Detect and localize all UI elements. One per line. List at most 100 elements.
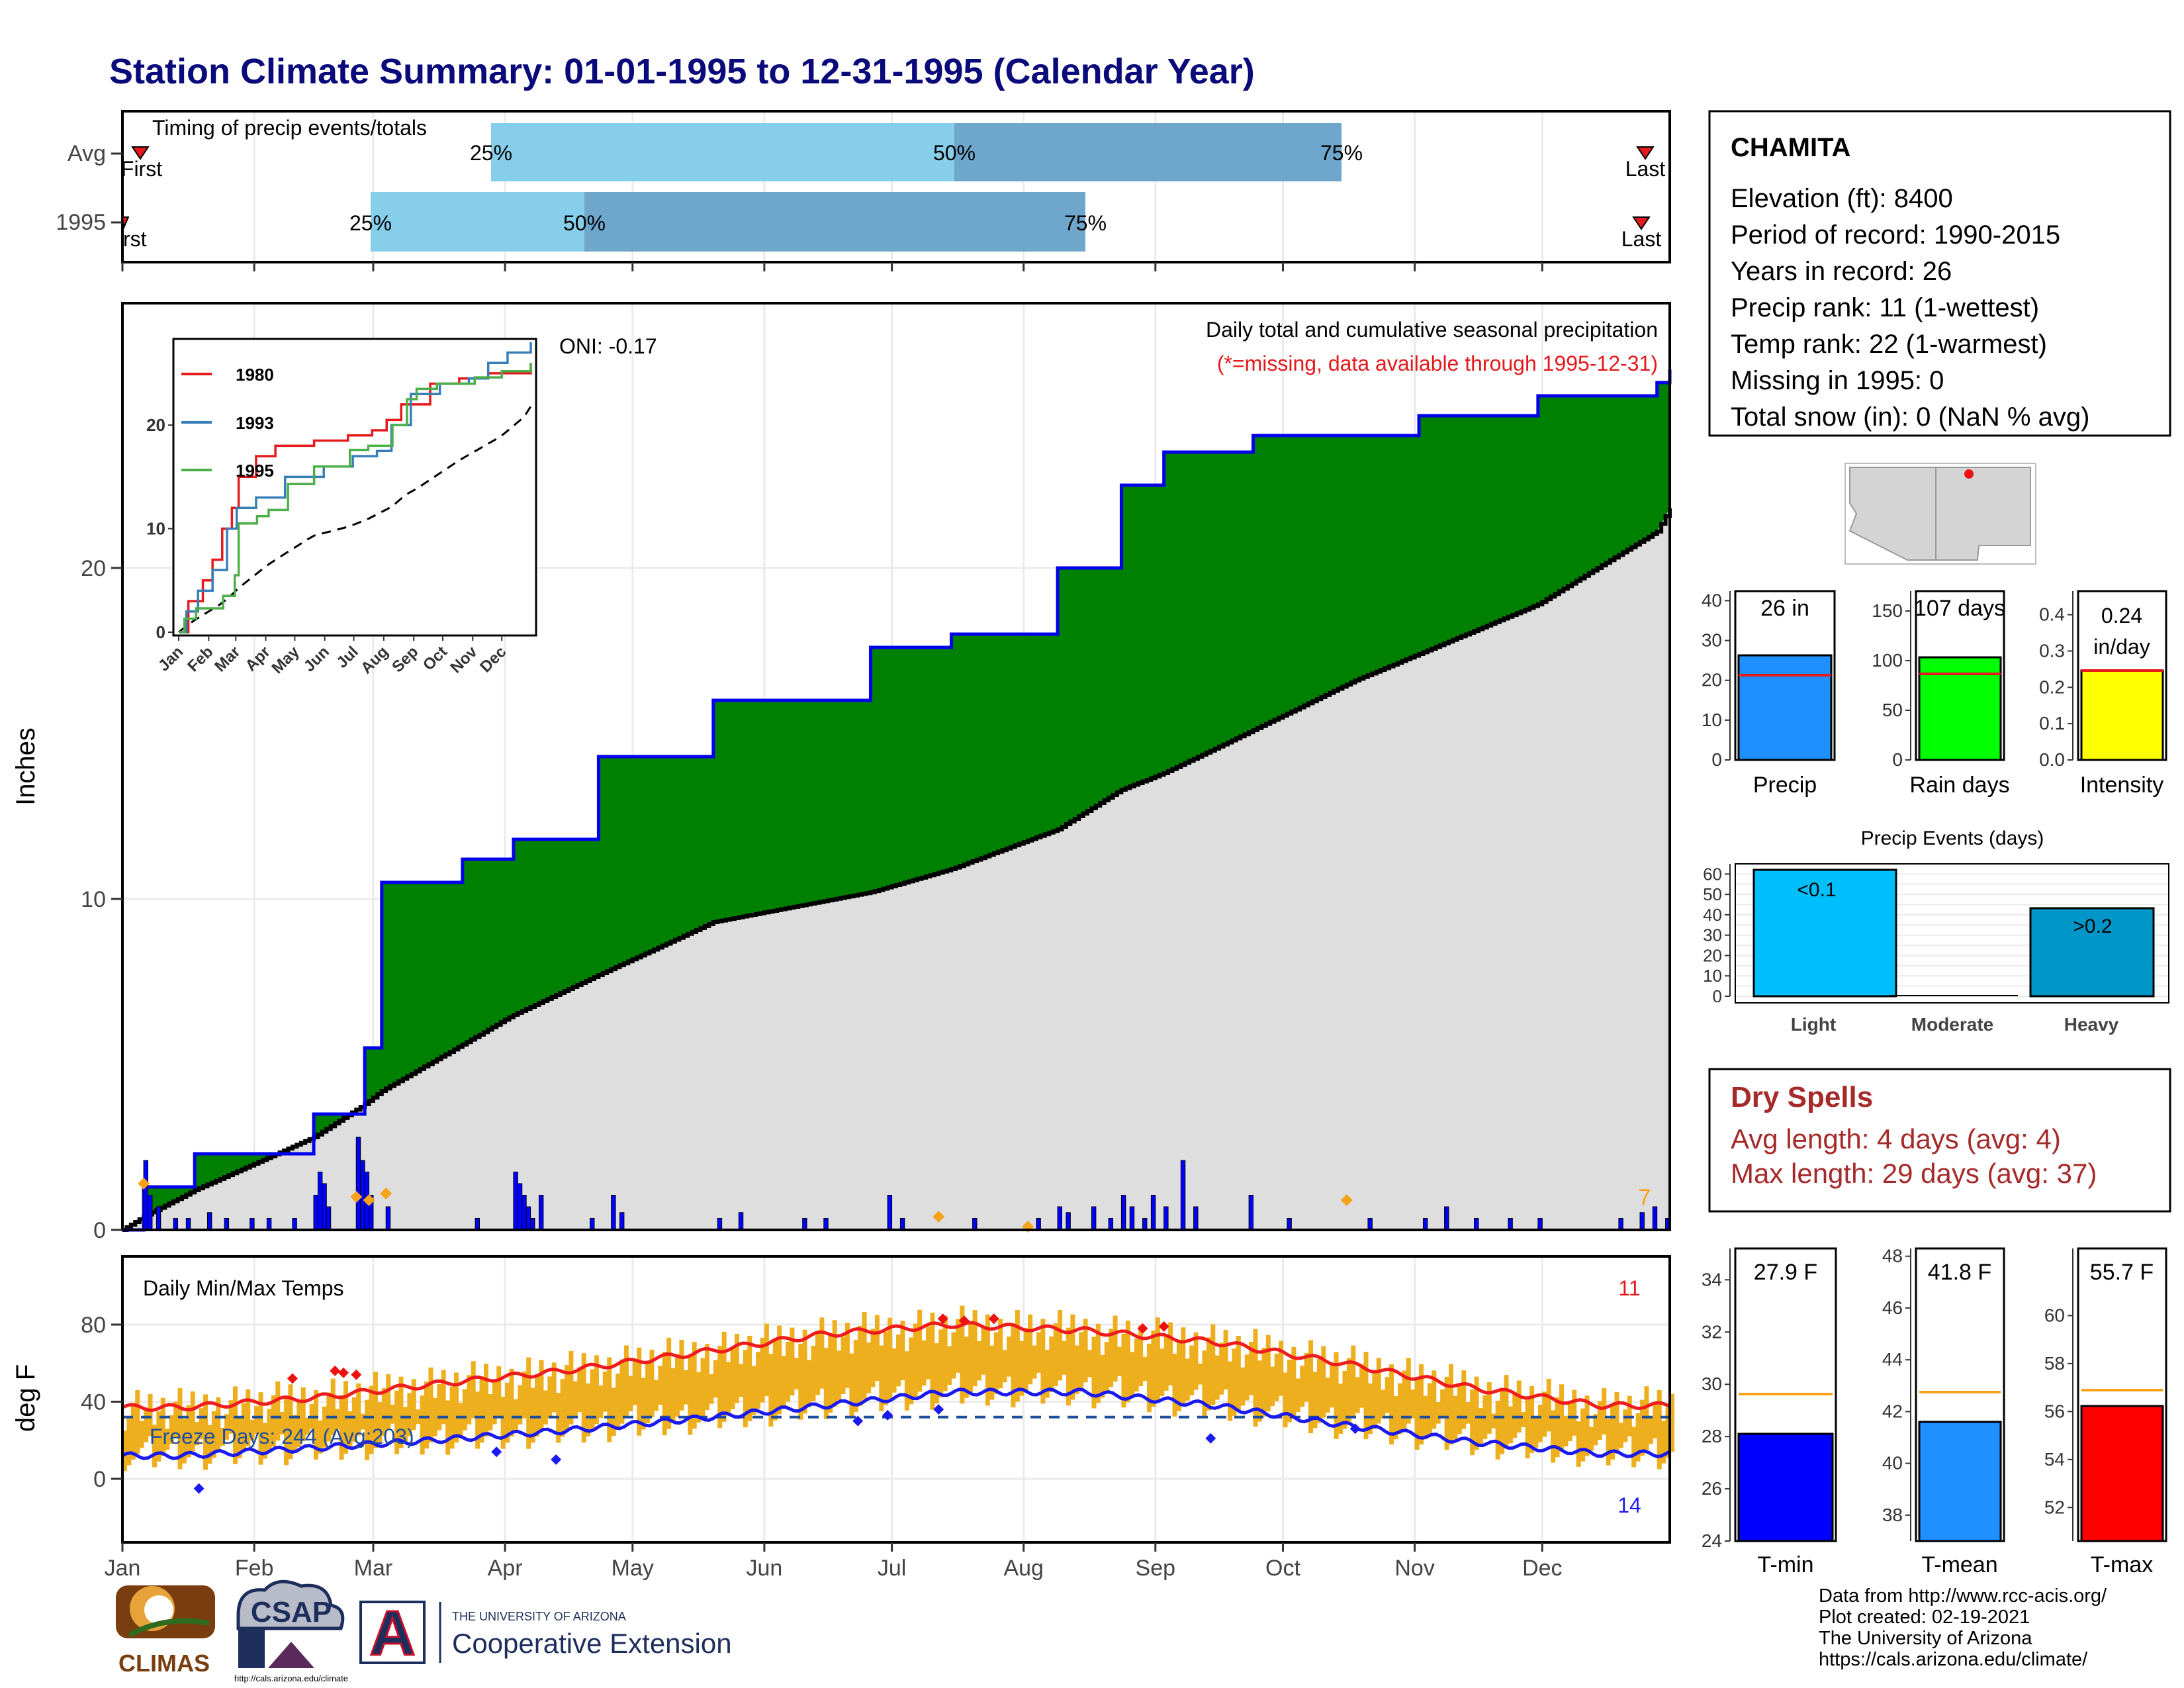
daily-temp-bar (246, 1389, 251, 1446)
daily-temp-bar (615, 1373, 621, 1430)
daily-temp-bar (1228, 1361, 1233, 1421)
daily-temp-bar (551, 1362, 557, 1413)
inset-1995-line (179, 363, 532, 633)
summary-axis-tick-label: 38 (1882, 1505, 1903, 1525)
daily-precip-bar (355, 1137, 361, 1231)
daily-temp-bar (1316, 1358, 1322, 1423)
daily-temp-bar (424, 1381, 430, 1449)
credit-university: The University of Arizona (1819, 1628, 2032, 1649)
daily-temp-bar (1079, 1332, 1084, 1389)
daily-temp-bar (288, 1384, 293, 1460)
timing-avg-50-75-bar (954, 123, 1342, 181)
daily-temp-bar (896, 1335, 901, 1387)
climas-logo: CLIMAS (116, 1585, 215, 1677)
summary-axis-tick-label: 0.2 (2039, 677, 2065, 697)
daily-temp-bar (1015, 1310, 1020, 1402)
daily-temp-bar (942, 1315, 948, 1391)
daily-temp-bar (955, 1319, 960, 1373)
daily-temp-bar (1593, 1414, 1598, 1446)
dry-spells-max: Max length: 29 days (avg: 37) (1731, 1158, 2097, 1189)
daily-temp-bar (1521, 1411, 1526, 1427)
daily-precip-bar (1444, 1206, 1449, 1231)
daily-temp-bar (1385, 1377, 1390, 1413)
daily-temp-bar (1023, 1327, 1028, 1391)
station-missing: Missing in 1995: 0 (1731, 366, 1944, 395)
daily-precip-bar (173, 1218, 178, 1231)
daily-temp-bar (318, 1420, 323, 1454)
daily-temp-bar (1257, 1360, 1262, 1422)
daily-temp-bar (445, 1400, 451, 1455)
cumulative-precip-line (122, 369, 1672, 1232)
daily-temp-bar (1355, 1377, 1360, 1413)
daily-temp-bar (335, 1409, 340, 1430)
daily-temp-bar (1265, 1335, 1271, 1412)
summary-axis-tick-label: 0 (1711, 749, 1722, 770)
heavy-event-marker (933, 1211, 945, 1223)
daily-temp-bar (1206, 1337, 1211, 1411)
daily-temp-bar (700, 1358, 705, 1417)
daily-temp-bar (160, 1397, 165, 1456)
freeze-days: Freeze Days: 244 (Avg:203) (150, 1425, 414, 1448)
inset-legend-1995: 1995 (236, 461, 274, 481)
above-average-area (122, 369, 1670, 1230)
daily-temp-bar (989, 1345, 995, 1400)
daily-temp-bar (904, 1351, 909, 1411)
daily-temp-bar (1470, 1389, 1475, 1456)
summary-axis-tick-label: 0 (1892, 749, 1903, 770)
daily-temp-bar (237, 1417, 242, 1458)
daily-temp-bar (1312, 1372, 1318, 1429)
daily-temp-bar (849, 1353, 854, 1419)
daily-temp-bar (148, 1393, 153, 1436)
daily-precip-bar (590, 1218, 595, 1231)
events-heavy-label: >0.2 (2073, 915, 2112, 937)
daily-temp-bar (993, 1332, 999, 1394)
tmin-bar (1737, 1432, 1834, 1542)
daily-precip-bar (972, 1218, 978, 1231)
daily-temp-bar (675, 1354, 680, 1417)
station-elevation: Elevation (ft): 8400 (1731, 184, 1953, 213)
daily-temp-bar (437, 1383, 442, 1430)
precip-y-tick-label: 20 (81, 556, 106, 581)
daily-temp-bar (1036, 1332, 1041, 1373)
temp-heading: Daily Min/Max Temps (143, 1276, 343, 1300)
daily-temp-bar (717, 1346, 723, 1429)
daily-temp-bar (811, 1345, 816, 1401)
daily-temp-bar (679, 1340, 684, 1411)
credit-data-source: Data from http://www.rcc-acis.org/ (1819, 1585, 2107, 1607)
daily-temp-bar (165, 1429, 170, 1450)
month-label: Jul (878, 1556, 906, 1581)
daily-temp-bar (356, 1383, 361, 1436)
ua-logo-small: THE UNIVERSITY OF ARIZONA (452, 1610, 626, 1623)
month-label: Jun (746, 1556, 782, 1581)
record-temp-marker (933, 1404, 944, 1415)
daily-temp-bar (1121, 1333, 1126, 1408)
daily-temp-range-bars (122, 1305, 1675, 1472)
daily-precip-bar (717, 1218, 723, 1231)
precip-heading: Daily total and cumulative seasonal prec… (1206, 318, 1658, 342)
daily-temp-bar (683, 1370, 688, 1405)
daily-temp-bar (786, 1341, 791, 1402)
station-location-dot (1964, 469, 1974, 479)
daily-precip-bar (1057, 1206, 1062, 1231)
station-years: Years in record: 26 (1731, 257, 1952, 286)
month-label: Nov (1394, 1556, 1434, 1581)
daily-temp-bar (739, 1364, 744, 1397)
climas-logo-text: CLIMAS (118, 1650, 210, 1677)
daily-temp-bar (1210, 1324, 1216, 1405)
timing-panel: Timing of precip events/totals Avg 1995 … (56, 110, 1671, 271)
daily-precip-bar (475, 1218, 480, 1231)
daily-temp-bar (1104, 1342, 1109, 1393)
intensity-bar (2080, 669, 2164, 761)
summary-axis-tick-label: 28 (1702, 1426, 1722, 1446)
summary-axis-tick-label: 30 (1702, 630, 1722, 651)
daily-temp-bar (1410, 1389, 1416, 1419)
raindays-label: Rain days (1909, 773, 2009, 798)
daily-temp-bar (224, 1414, 230, 1440)
daily-temp-bar (764, 1323, 769, 1397)
daily-temp-bar (649, 1349, 655, 1417)
daily-temp-bar (790, 1327, 795, 1396)
summary-axis-tick-label: 100 (1872, 650, 1903, 671)
daily-temp-bar (977, 1340, 982, 1381)
